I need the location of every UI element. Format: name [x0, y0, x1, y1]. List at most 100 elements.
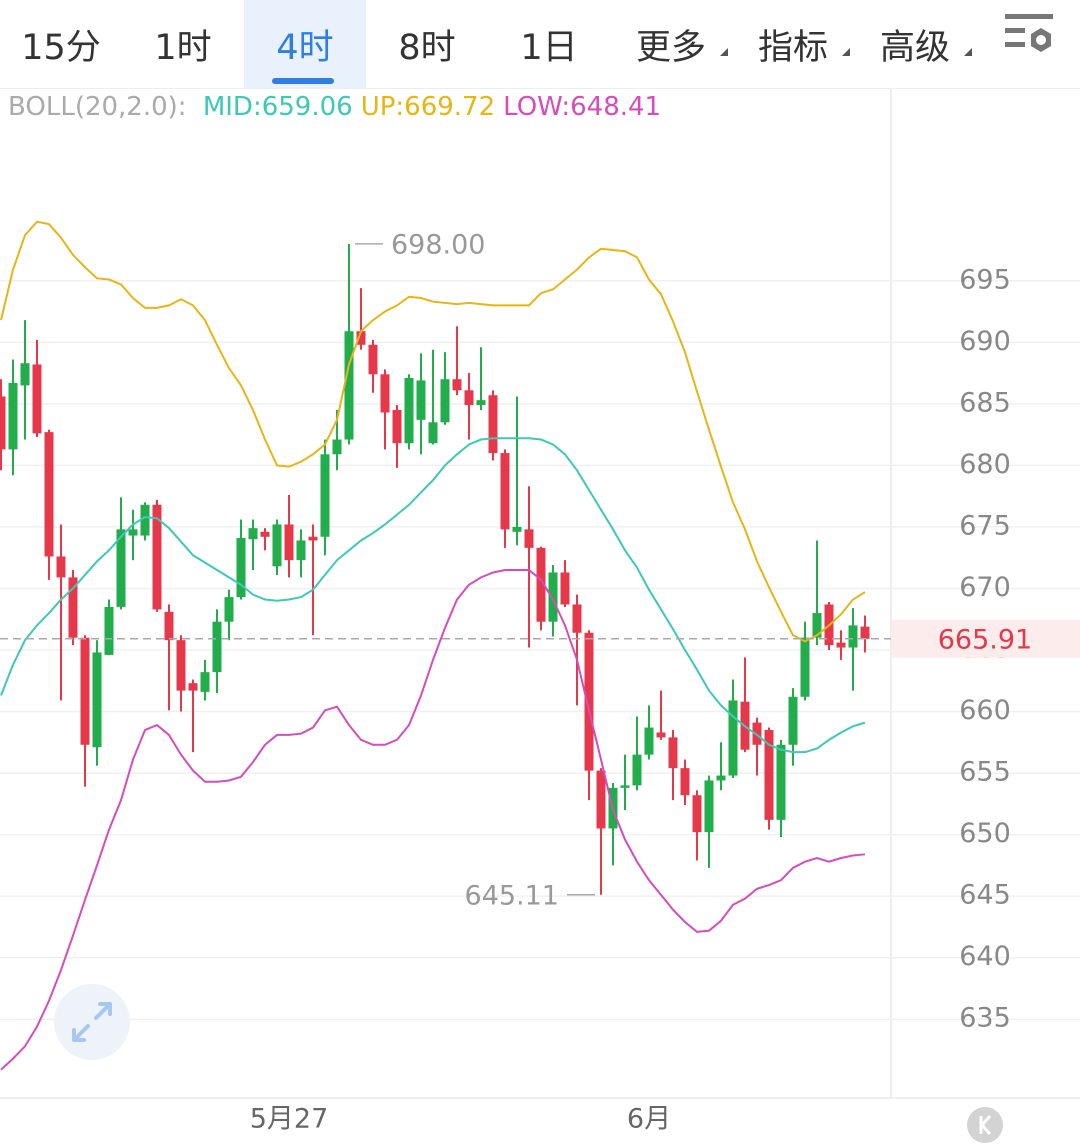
- candle-body: [236, 538, 246, 598]
- candle-body: [428, 422, 438, 444]
- candle-body: [128, 529, 138, 536]
- candle-body: [140, 504, 150, 536]
- tab[interactable]: 指标: [732, 0, 854, 88]
- candle-body: [464, 390, 474, 406]
- candle-body: [92, 652, 102, 748]
- candle-body: [548, 572, 558, 622]
- candle-body: [776, 744, 786, 820]
- y-tick-label: 650: [959, 818, 1011, 849]
- y-tick-label: 680: [959, 449, 1011, 480]
- expand-button[interactable]: [54, 984, 130, 1060]
- dropdown-arrow: [720, 48, 728, 56]
- tab-label: 指标: [757, 27, 828, 68]
- tab-label: 更多: [635, 27, 706, 68]
- tab-label: 15分: [21, 27, 101, 68]
- tab[interactable]: 4时: [244, 0, 366, 88]
- candle-body: [104, 606, 114, 655]
- candle-body: [248, 528, 258, 540]
- y-tick-label: 670: [959, 572, 1011, 603]
- candle-body: [356, 331, 366, 345]
- tab[interactable]: 更多: [610, 0, 732, 88]
- dropdown-arrow: [964, 48, 972, 56]
- y-tick-label: 645: [959, 880, 1011, 911]
- indicator-value: MID:659.06: [202, 92, 353, 122]
- candle-body: [380, 374, 390, 413]
- candle-body: [416, 380, 426, 420]
- candle-body: [116, 529, 126, 607]
- dropdown-arrow: [842, 48, 850, 56]
- tab-bar: 15分 1时 4时 8时 1日 更多 指标 高级: [0, 0, 1080, 89]
- candle-body: [488, 395, 498, 454]
- candle-body: [788, 696, 798, 745]
- collapse-button[interactable]: [967, 1107, 1003, 1143]
- candle-body: [704, 780, 714, 833]
- low-label: 645.11: [465, 880, 559, 911]
- y-tick-label: 660: [959, 695, 1011, 726]
- candle-body: [80, 637, 90, 745]
- last-price-box: [892, 619, 1080, 658]
- candle-body: [0, 396, 6, 450]
- candle-body: [320, 454, 330, 537]
- candle-body: [536, 547, 546, 622]
- tab-label: 4时: [276, 27, 334, 68]
- candle-body: [164, 611, 174, 641]
- tab[interactable]: 15分: [0, 0, 122, 88]
- indicator-value: UP:669.72: [360, 92, 496, 122]
- candle-body: [68, 577, 78, 638]
- tab[interactable]: 8时: [366, 0, 488, 88]
- tab[interactable]: 高级: [854, 0, 976, 88]
- candle-body: [368, 344, 378, 375]
- candle-body: [152, 504, 162, 610]
- y-tick-label: 690: [959, 326, 1011, 357]
- candle-body: [656, 732, 666, 738]
- candle-body: [404, 378, 414, 444]
- candle-body: [764, 730, 774, 820]
- indicator-value: LOW:648.41: [503, 92, 662, 122]
- settings-icon[interactable]: [1005, 14, 1053, 52]
- candle-body: [860, 626, 870, 639]
- candle-body: [560, 572, 570, 605]
- candle-body: [20, 363, 30, 386]
- candle-body: [512, 526, 522, 532]
- candle-body: [440, 379, 450, 423]
- candle-body: [680, 768, 690, 796]
- candle-body: [716, 775, 726, 781]
- candles: [0, 243, 870, 895]
- tab-label: 1时: [154, 27, 212, 68]
- candle-body: [32, 364, 42, 434]
- tab-label: 1日: [520, 27, 578, 68]
- high-label: 698.00: [391, 229, 485, 260]
- candle-body: [392, 410, 402, 444]
- candle-body: [452, 379, 462, 391]
- candle-body: [596, 770, 606, 829]
- y-tick-label: 675: [959, 510, 1011, 541]
- y-tick-label: 695: [959, 264, 1011, 295]
- candle-body: [848, 625, 858, 648]
- y-tick-label: 640: [959, 941, 1011, 972]
- candle-body: [584, 632, 594, 771]
- candle-body: [620, 785, 630, 788]
- candle-body: [632, 754, 642, 786]
- boll-line: [0, 220, 866, 643]
- x-tick-label: 5月27: [250, 1104, 329, 1135]
- boll-line: [0, 437, 866, 754]
- tab[interactable]: 1日: [488, 0, 610, 88]
- candle-body: [44, 432, 54, 557]
- candle-body: [344, 331, 354, 440]
- candle-body: [692, 795, 702, 833]
- last-price-label: 665.91: [938, 624, 1032, 655]
- candle-body: [272, 524, 282, 567]
- candle-body: [176, 640, 186, 691]
- y-tick-label: 685: [959, 387, 1011, 418]
- y-tick-label: 655: [959, 757, 1011, 788]
- candle-body: [812, 613, 822, 638]
- candle-body: [188, 683, 198, 691]
- candle-body: [668, 737, 678, 769]
- candle-body: [308, 536, 318, 541]
- tab[interactable]: 1时: [122, 0, 244, 88]
- candle-body: [296, 540, 306, 561]
- candle-body: [212, 621, 222, 673]
- candle-body: [260, 531, 270, 537]
- candle-body: [524, 529, 534, 548]
